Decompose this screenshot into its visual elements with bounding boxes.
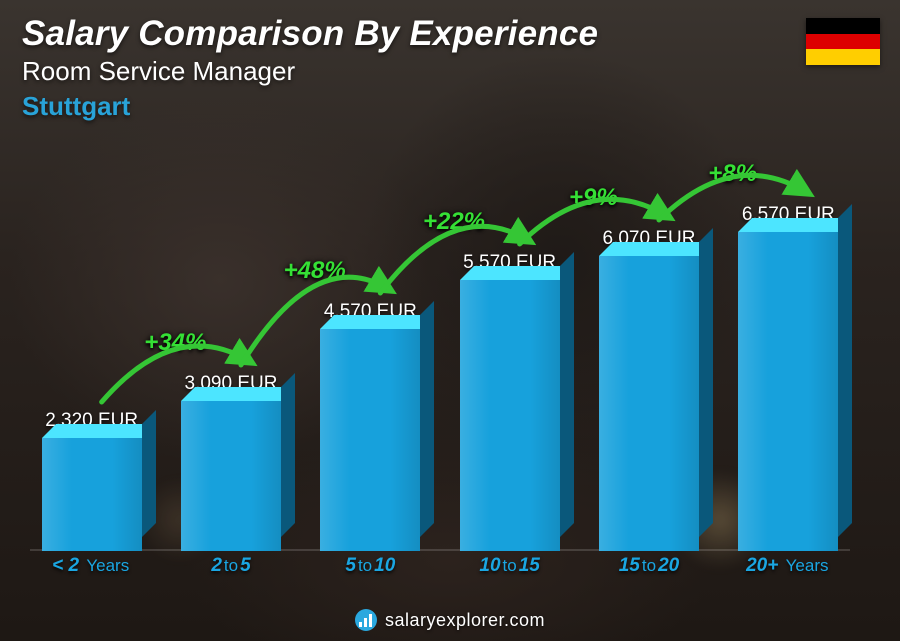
bar-side-face xyxy=(838,204,852,537)
flag-stripe xyxy=(806,34,880,50)
chart-subtitle: Room Service Manager xyxy=(22,56,598,87)
bar-slot: 4,570 EUR xyxy=(309,301,432,551)
bar-front-face xyxy=(738,232,838,551)
flag-stripe xyxy=(806,49,880,65)
bar xyxy=(42,438,142,551)
bar-top-face xyxy=(320,315,434,329)
bar-slot: 6,570 EUR xyxy=(727,204,850,551)
bar-front-face xyxy=(460,280,560,551)
bar-front-face xyxy=(181,401,281,551)
x-category: 15to20 xyxy=(587,555,710,577)
bar-slot: 6,070 EUR xyxy=(587,228,710,551)
bar-front-face xyxy=(42,438,142,551)
x-category: 5to10 xyxy=(309,555,432,577)
footer-text: salaryexplorer.com xyxy=(385,610,545,631)
chart-title: Salary Comparison By Experience xyxy=(22,14,598,54)
bar-side-face xyxy=(142,410,156,537)
footer: salaryexplorer.com xyxy=(0,609,900,631)
chart-location: Stuttgart xyxy=(22,91,598,122)
header-block: Salary Comparison By Experience Room Ser… xyxy=(22,14,598,122)
bar-side-face xyxy=(560,252,574,537)
chart-area: 2,320 EUR 3,090 EUR 4,570 EUR 5,570 EUR … xyxy=(30,150,850,577)
bar-front-face xyxy=(599,256,699,551)
bar-side-face xyxy=(281,373,295,537)
x-category: < 2 Years xyxy=(30,555,153,577)
germany-flag-icon xyxy=(806,18,880,65)
bar xyxy=(181,401,281,551)
x-category: 10to15 xyxy=(448,555,571,577)
bar-slot: 3,090 EUR xyxy=(169,373,292,551)
logo-icon xyxy=(355,609,377,631)
x-category: 2to5 xyxy=(169,555,292,577)
bar-top-face xyxy=(181,387,295,401)
bar-side-face xyxy=(699,228,713,537)
bar xyxy=(320,329,420,551)
bar xyxy=(599,256,699,551)
bar-slot: 5,570 EUR xyxy=(448,252,571,551)
bar-top-face xyxy=(599,242,713,256)
bar-top-face xyxy=(738,218,852,232)
bar-front-face xyxy=(320,329,420,551)
bar-slot: 2,320 EUR xyxy=(30,410,153,551)
bar-top-face xyxy=(42,424,156,438)
bar xyxy=(460,280,560,551)
infographic-canvas: Salary Comparison By Experience Room Ser… xyxy=(0,0,900,641)
x-category: 20+ Years xyxy=(727,555,850,577)
bar xyxy=(738,232,838,551)
flag-stripe xyxy=(806,18,880,34)
bar-group: 2,320 EUR 3,090 EUR 4,570 EUR 5,570 EUR … xyxy=(30,151,850,551)
x-axis-categories: < 2 Years 2to5 5to10 10to15 15to20 20+ Years xyxy=(30,555,850,577)
bar-top-face xyxy=(460,266,574,280)
bar-side-face xyxy=(420,301,434,537)
